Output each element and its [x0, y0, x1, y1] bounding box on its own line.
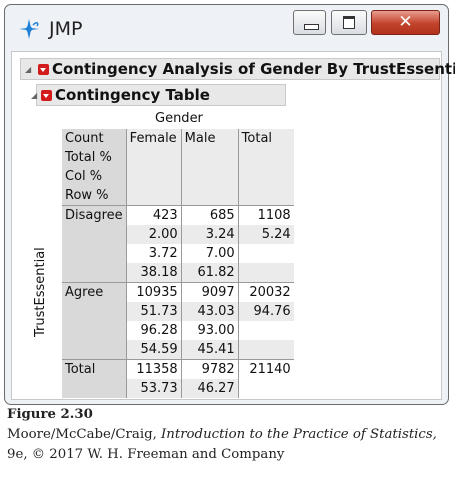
- caption-source-line: Moore/McCabe/Craig, Introduction to the …: [7, 425, 437, 445]
- caption-book-title: Introduction to the Practice of Statisti…: [161, 427, 437, 442]
- jmp-logo-icon: [19, 19, 39, 39]
- table-cell: 10935: [125, 282, 182, 302]
- window-title: JMP: [49, 18, 83, 40]
- caption-authors: Moore/McCabe/Craig,: [7, 427, 162, 442]
- table-cell: 9782: [180, 359, 239, 379]
- figure-number: Figure 2.30: [7, 407, 93, 422]
- maximize-icon: [343, 16, 355, 29]
- analysis-title: Contingency Analysis of Gender By TrustE…: [52, 60, 455, 78]
- table-cell: 5.24: [237, 225, 294, 244]
- outline-contingency-analysis[interactable]: ◢ Contingency Analysis of Gender By Trus…: [20, 58, 455, 80]
- table-cell: 423: [125, 205, 182, 225]
- table-cell: [237, 340, 294, 360]
- column-header: Female: [125, 129, 182, 148]
- table-cell: 1108: [237, 205, 294, 225]
- table-cell: 7.00: [180, 244, 239, 263]
- column-header: Male: [180, 129, 239, 148]
- table-cell: 51.73: [125, 302, 182, 321]
- row-category-label: Total: [62, 359, 127, 379]
- table-row: Col %: [62, 167, 294, 186]
- outline-contingency-table[interactable]: ◢ Contingency Table: [31, 84, 286, 106]
- table-cell: 2.00: [125, 225, 182, 244]
- table-title: Contingency Table: [55, 86, 210, 104]
- table-cell: 46.27: [180, 379, 239, 398]
- title-bar[interactable]: JMP ✕: [5, 5, 448, 51]
- table-row: Disagree 423 685 1108: [62, 205, 294, 225]
- table-row: 51.73 43.03 94.76: [62, 302, 294, 321]
- table-row: 96.28 93.00: [62, 321, 294, 340]
- stat-label: Count: [62, 129, 127, 148]
- table-row: Row %: [62, 186, 294, 206]
- table-cell: 93.00: [180, 321, 239, 340]
- close-icon: ✕: [398, 12, 413, 32]
- table-cell: 43.03: [180, 302, 239, 321]
- table-cell: 3.24: [180, 225, 239, 244]
- contingency-table: Count Female Male Total Total % Col % Ro…: [62, 129, 294, 398]
- table-cell: 21140: [237, 359, 294, 379]
- table-cell: 96.28: [125, 321, 182, 340]
- table-cell: 45.41: [180, 340, 239, 360]
- disclosure-triangle-icon[interactable]: ◢: [25, 65, 32, 74]
- table-cell: 685: [180, 205, 239, 225]
- stat-label: Total %: [62, 148, 127, 167]
- table-cell: [237, 321, 294, 340]
- row-category-label: Agree: [62, 282, 127, 302]
- table-cell: 20032: [237, 282, 294, 302]
- table-cell: 54.59: [125, 340, 182, 360]
- table-cell: 11358: [125, 359, 182, 379]
- table-row: Total %: [62, 148, 294, 167]
- figure-caption: Figure 2.30 Moore/McCabe/Craig, Introduc…: [7, 405, 437, 465]
- table-row: 54.59 45.41: [62, 340, 294, 360]
- table-cell: [237, 379, 294, 398]
- maximize-button[interactable]: [331, 10, 367, 35]
- table-row: 3.72 7.00: [62, 244, 294, 263]
- close-button[interactable]: ✕: [371, 10, 440, 35]
- red-triangle-menu-icon[interactable]: [38, 64, 49, 75]
- report-content: ◢ Contingency Analysis of Gender By Trus…: [11, 51, 455, 400]
- table-cell: 3.72: [125, 244, 182, 263]
- table-row: 2.00 3.24 5.24: [62, 225, 294, 244]
- row-variable-label: TrustEssential: [33, 247, 48, 337]
- table-cell: 61.82: [180, 263, 239, 283]
- table-cell: 94.76: [237, 302, 294, 321]
- stat-label: Col %: [62, 167, 127, 186]
- table-cell: [237, 244, 294, 263]
- jmp-window: JMP ✕ ◢ Contingency Analysis of Gender B…: [4, 4, 455, 405]
- red-triangle-menu-icon[interactable]: [41, 90, 52, 101]
- minimize-icon: [304, 24, 319, 30]
- stat-label: Row %: [62, 186, 127, 206]
- table-cell: 38.18: [125, 263, 182, 283]
- table-cell: [237, 263, 294, 283]
- table-row: Agree 10935 9097 20032: [62, 282, 294, 302]
- minimize-button[interactable]: [293, 10, 326, 35]
- table-row: Total 11358 9782 21140: [62, 359, 294, 379]
- caption-publisher-line: 9e, © 2017 W. H. Freeman and Company: [7, 447, 285, 462]
- table-cell: 53.73: [125, 379, 182, 398]
- column-variable-label: Gender: [155, 111, 203, 126]
- disclosure-triangle-icon[interactable]: ◢: [31, 91, 38, 100]
- column-header: Total: [237, 129, 294, 148]
- table-row: 38.18 61.82: [62, 263, 294, 283]
- table-row: Count Female Male Total: [62, 129, 294, 148]
- table-cell: 9097: [180, 282, 239, 302]
- table-row: 53.73 46.27: [62, 379, 294, 398]
- row-category-label: Disagree: [62, 205, 127, 225]
